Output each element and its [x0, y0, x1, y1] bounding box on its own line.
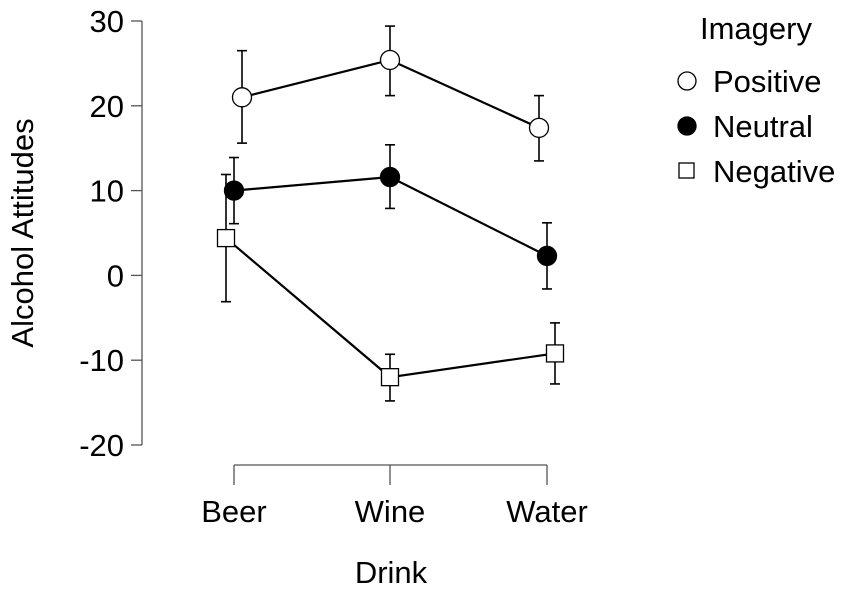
y-axis: 30 20 10 0 -10 -20 [79, 4, 143, 463]
data-point [223, 180, 245, 201]
legend-label: Positive [713, 64, 822, 99]
data-point [379, 49, 401, 71]
legend-item-negative: Negative [678, 154, 835, 189]
y-tick-label: -20 [79, 428, 124, 463]
x-axis-title: Drink [355, 555, 428, 590]
legend-item-neutral: Neutral [677, 109, 813, 144]
x-tick-label: Water [506, 494, 588, 529]
data-point [536, 245, 558, 267]
data-point [379, 166, 401, 188]
legend-marker [677, 71, 697, 91]
legend-label: Neutral [713, 109, 813, 144]
y-tick-label: 0 [107, 258, 124, 293]
y-axis-title: Alcohol Attitudes [5, 118, 40, 347]
y-tick-label: 10 [90, 174, 124, 209]
legend-marker [678, 162, 695, 179]
series-positive [231, 25, 550, 162]
x-tick-label: Wine [355, 494, 426, 529]
legend-label: Negative [713, 154, 835, 189]
data-point [380, 368, 400, 387]
series-negative [216, 173, 565, 402]
legend-marker [677, 116, 697, 136]
legend-title: Imagery [700, 11, 812, 46]
series-neutral [223, 144, 558, 290]
y-tick-label: 30 [90, 4, 124, 39]
x-axis: Beer Wine Water [201, 464, 588, 529]
legend-item-positive: Positive [677, 64, 822, 99]
data-point [231, 87, 253, 108]
data-point [528, 117, 550, 138]
plot-area [216, 25, 565, 402]
data-point [545, 344, 565, 363]
y-tick-label: 20 [90, 89, 124, 124]
y-tick-label: -10 [79, 343, 124, 378]
legend: Imagery Positive Neutral Negative [677, 11, 835, 189]
x-tick-label: Beer [201, 494, 266, 529]
data-point [216, 228, 236, 248]
